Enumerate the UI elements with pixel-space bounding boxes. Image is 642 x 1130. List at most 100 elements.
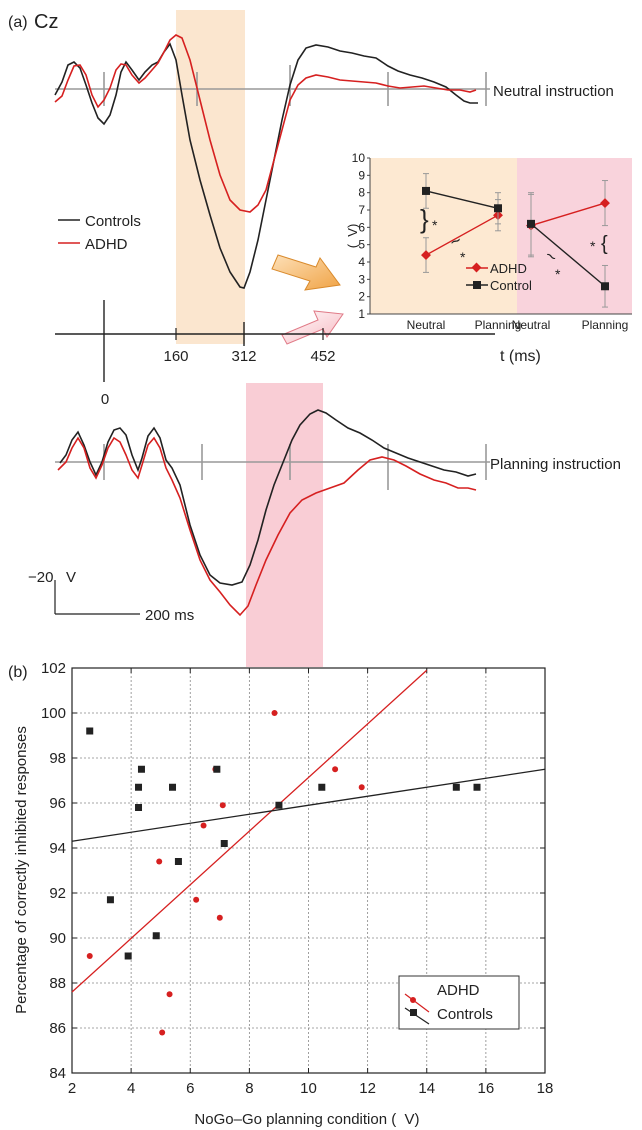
inset-ytick-label: 1 xyxy=(358,307,365,321)
time-tick-0: 0 xyxy=(101,391,109,408)
scatter-ytick-label: 92 xyxy=(49,885,66,902)
inset-xtick-label: Neutral xyxy=(512,318,551,332)
scatter-ytick-label: 96 xyxy=(49,795,66,812)
inset-bg-planning xyxy=(517,158,632,314)
planning-instruction-label: Planning instruction xyxy=(490,456,621,473)
scatter-xtick-label: 4 xyxy=(127,1080,135,1097)
orange-arrow xyxy=(271,254,341,291)
scatter-point-controls xyxy=(106,896,114,904)
inset-ytick-label: 8 xyxy=(358,186,365,200)
scatter-point-adhd xyxy=(159,1029,166,1036)
scatter-point-controls xyxy=(124,952,132,960)
neutral-instruction-label: Neutral instruction xyxy=(493,83,614,100)
neutral-trace-adhd xyxy=(54,34,477,213)
time-axis: 160 312 452 0 t (ms) xyxy=(55,300,541,408)
inset-xtick-label: Neutral xyxy=(407,318,446,332)
inset-point-adhd xyxy=(600,198,610,209)
inset-series-line xyxy=(530,202,606,227)
scatter-point-adhd xyxy=(200,822,207,829)
inset-legend-control: Control xyxy=(490,278,532,293)
scatter-xtick-label: 2 xyxy=(68,1080,76,1097)
scatter-point-controls xyxy=(220,840,228,847)
scatter-ytick-label: 90 xyxy=(49,930,66,947)
scatter-ylabel: Percentage of correctly inhibited respon… xyxy=(13,726,30,1014)
scatter-fit-adhd xyxy=(71,669,428,993)
scatter-ytick-label: 84 xyxy=(49,1065,66,1082)
scatter-legend: ADHD Controls xyxy=(398,975,520,1030)
inset-point-control xyxy=(527,219,535,228)
scatter-ytick-label: 102 xyxy=(41,660,66,677)
panel-a: (a) Cz Neutral instruction Controls ADHD xyxy=(8,10,632,667)
inset-star-1: * xyxy=(432,217,438,233)
scale-bar: −20 V 200 ms xyxy=(28,569,194,624)
panel-b: (b) 2 4 6 8 10 12 14 16 18 84 86 88 90 92 94 96 98 100 102… xyxy=(8,660,553,1128)
time-tick-312: 312 xyxy=(231,348,256,365)
scatter-point-adhd xyxy=(271,710,278,716)
planning-trace-adhd xyxy=(57,436,477,617)
scatter-xtick-label: 6 xyxy=(186,1080,194,1097)
inset-bg-neutral xyxy=(370,158,517,314)
scatter-point-adhd xyxy=(332,766,339,773)
neutral-window-shade xyxy=(176,10,245,344)
inset-ytick-label: 2 xyxy=(358,290,365,304)
inset-xtick-label: Planning xyxy=(582,318,629,332)
inset-series-line xyxy=(425,214,499,256)
electrode-label: Cz xyxy=(34,11,58,33)
time-tick-160: 160 xyxy=(163,348,188,365)
inset-star-3: * xyxy=(555,266,561,282)
scatter-xtick-label: 16 xyxy=(478,1080,495,1097)
inset-point-control xyxy=(494,204,502,213)
time-axis-label: t (ms) xyxy=(500,348,541,365)
inset-xtick-label: Planning xyxy=(475,318,522,332)
scatter-point-controls xyxy=(318,783,326,791)
scatter-fit-controls xyxy=(71,768,546,842)
inset-star-2: * xyxy=(460,249,466,265)
scatter-ytick-label: 94 xyxy=(49,840,66,857)
inset-legend-adhd: ADHD xyxy=(490,261,527,276)
scatter-point-controls xyxy=(275,801,283,809)
scatter-point-adhd xyxy=(156,858,163,865)
scatter-xlabel: NoGo–Go planning condition ( V) xyxy=(194,1111,419,1128)
inset-ytick-label: 5 xyxy=(358,238,365,252)
planning-trace-controls xyxy=(59,409,477,586)
scatter-point-adhd xyxy=(358,784,365,791)
legend-controls-label: Controls xyxy=(85,213,141,230)
inset-series-line xyxy=(530,223,606,287)
panel-b-label: (b) xyxy=(8,664,28,681)
inset-brace-1: } xyxy=(420,204,429,234)
time-tick-452: 452 xyxy=(310,348,335,365)
scatter-ytick-label: 98 xyxy=(49,750,66,767)
planning-window-shade xyxy=(246,383,323,667)
inset-ytick-label: 4 xyxy=(358,255,365,269)
scatter-point-controls xyxy=(174,858,182,865)
scatter-point-adhd xyxy=(166,991,173,998)
scatter-xtick-label: 14 xyxy=(418,1080,435,1097)
scatter-point-controls xyxy=(473,783,481,791)
scatter-point-controls xyxy=(135,783,143,791)
scatter-point-adhd xyxy=(193,896,200,903)
inset-ytick-label: 6 xyxy=(358,220,365,234)
neutral-trace-controls xyxy=(54,42,478,289)
scatter-ytick-label: 100 xyxy=(41,705,66,722)
scatter-point-controls xyxy=(86,727,94,735)
scatter-point-controls xyxy=(452,783,460,791)
inset-legend: ADHD Control xyxy=(466,261,532,293)
scale-bar-time: 200 ms xyxy=(145,607,194,624)
scatter-xtick-label: 18 xyxy=(537,1080,554,1097)
pink-arrow xyxy=(281,310,344,345)
scatter-point-adhd xyxy=(219,802,226,809)
scatter-ytick-label: 86 xyxy=(49,1020,66,1037)
scatter-point-controls xyxy=(213,765,221,773)
inset-series-line xyxy=(425,190,499,209)
scatter-legend-controls: Controls xyxy=(437,1006,493,1023)
inset-ytick-label: 9 xyxy=(358,168,365,182)
inset-ytick-label: 3 xyxy=(358,272,365,286)
scatter-xtick-label: 10 xyxy=(300,1080,317,1097)
scatter-point-controls xyxy=(169,783,177,791)
legend-adhd-label: ADHD xyxy=(85,236,128,253)
scatter-xtick-label: 12 xyxy=(359,1080,376,1097)
scatter-point-controls xyxy=(152,932,160,940)
scatter-legend-adhd: ADHD xyxy=(437,982,480,999)
